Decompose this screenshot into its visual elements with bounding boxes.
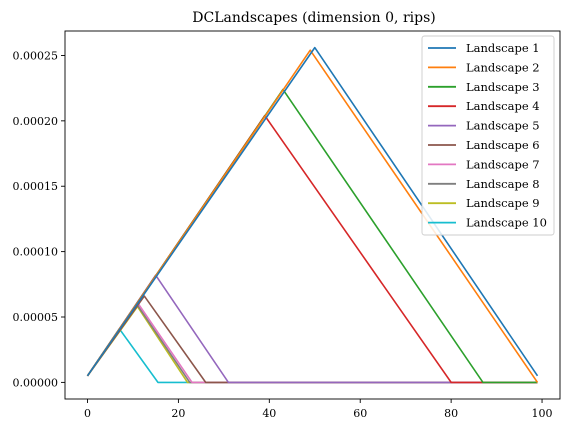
series-line-1 <box>86 46 539 377</box>
y-tick-label: 0.00005 <box>13 311 59 324</box>
legend-label-1: Landscape 1 <box>466 41 540 55</box>
series-layer <box>86 46 539 384</box>
x-tick-label: 0 <box>84 407 91 420</box>
legend-label-8: Landscape 8 <box>466 177 540 191</box>
legend-label-10: Landscape 10 <box>466 216 547 230</box>
legend-label-9: Landscape 9 <box>466 196 540 210</box>
y-tick-label: 0.00015 <box>13 180 59 193</box>
x-axis: 0 20 40 60 80 100 <box>84 399 553 420</box>
series-line-8 <box>86 304 538 384</box>
legend-label-6: Landscape 6 <box>466 138 540 152</box>
y-axis: 0.00000 0.00005 0.00010 0.00015 0.00020 0.000… <box>13 49 65 389</box>
series-line-6 <box>86 295 538 384</box>
plot-frame <box>64 30 561 400</box>
y-tick-label: 0.00010 <box>13 246 59 259</box>
series-line-7 <box>86 301 538 384</box>
series-line-10 <box>86 327 538 384</box>
y-tick-label: 0.00020 <box>13 115 59 128</box>
legend-box <box>421 35 555 236</box>
x-tick-label: 100 <box>532 407 553 420</box>
legend-label-5: Landscape 5 <box>466 119 540 133</box>
series-line-9 <box>86 305 538 384</box>
legend-label-4: Landscape 4 <box>466 99 540 113</box>
x-tick-label: 80 <box>444 407 458 420</box>
x-tick-label: 40 <box>262 407 276 420</box>
legend-label-3: Landscape 3 <box>466 80 540 94</box>
legend: Landscape 1 Landscape 2 Landscape 3 Landsca… <box>421 35 555 236</box>
x-tick-label: 60 <box>353 407 367 420</box>
x-tick-label: 20 <box>171 407 185 420</box>
legend-label-2: Landscape 2 <box>466 60 540 74</box>
y-tick-label: 0.00000 <box>13 376 59 389</box>
chart-title: DCLandscapes (dimension 0, rips) <box>192 10 435 26</box>
y-tick-label: 0.00025 <box>13 49 59 62</box>
legend-label-7: Landscape 7 <box>466 157 540 171</box>
